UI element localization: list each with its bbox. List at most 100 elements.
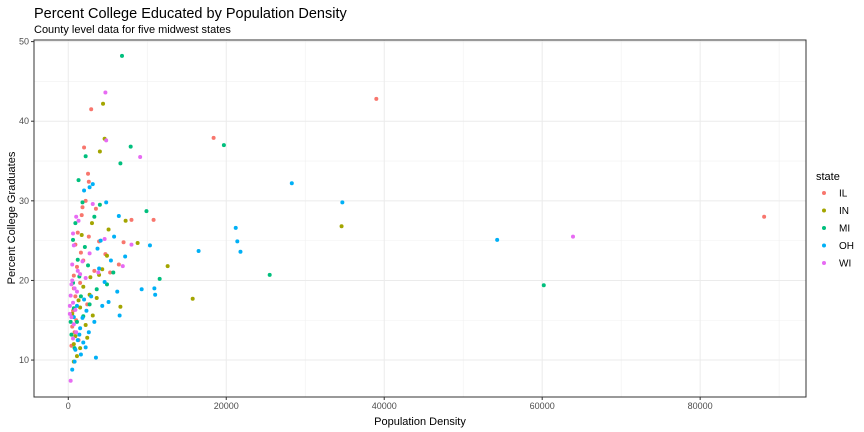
point-in [79,233,84,238]
point-il [73,294,78,299]
point-mi [80,200,85,205]
point-in [76,298,81,303]
point-il [78,280,83,285]
point-in [89,221,94,226]
point-il [74,264,79,269]
point-wi [69,282,74,287]
point-il [86,179,91,184]
point-mi [541,283,546,288]
point-mi [94,287,99,292]
point-wi [67,303,72,308]
point-in [100,267,105,272]
point-oh [106,299,111,304]
point-mi [119,53,124,58]
point-in [104,253,109,258]
plot-panel-border [33,39,807,398]
x-tick-label: 20000 [214,401,239,411]
point-mi [78,294,83,299]
point-mi [68,319,73,324]
point-in [90,313,95,318]
point-wi [120,264,125,269]
point-oh [112,234,117,239]
legend: state IL IN MI OH WI [816,171,854,270]
point-oh [116,213,121,218]
point-wi [71,243,76,248]
point-wi [87,251,92,256]
point-mi [69,332,74,337]
point-mi [111,270,116,275]
legend-label-mi: MI [839,224,850,235]
legend-key-il [822,191,826,195]
point-oh [87,185,92,190]
point-mi [71,237,76,242]
point-il [86,234,91,239]
point-in [101,101,106,106]
point-in [106,227,111,232]
point-oh [289,181,294,186]
point-oh [115,289,120,294]
point-in [81,284,86,289]
point-in [74,354,79,359]
point-oh [74,303,79,308]
point-oh [82,297,87,302]
point-oh [89,294,94,299]
point-mi [76,178,81,183]
point-oh [123,254,128,259]
point-wi [76,218,81,223]
point-oh [235,239,240,244]
point-wi [90,202,95,207]
y-tick-label: 20 [19,275,29,285]
point-oh [78,352,83,357]
point-wi [74,330,79,335]
point-mi [86,263,91,268]
point-oh [147,243,152,248]
point-mi [267,272,272,277]
point-in [165,264,170,269]
point-mi [83,154,88,159]
point-il [116,262,121,267]
point-wi [74,214,79,219]
point-oh [90,182,95,187]
point-oh [92,319,97,324]
point-oh [81,340,86,345]
point-mi [75,257,80,262]
point-il [75,230,80,235]
point-mi [82,245,87,250]
point-wi [71,322,76,327]
point-oh [196,248,201,253]
point-il [71,273,76,278]
point-mi [221,143,226,148]
point-mi [97,202,102,207]
point-il [762,214,767,219]
point-oh [84,308,89,313]
point-wi [80,259,85,264]
point-oh [139,287,144,292]
x-tick-label: 40000 [372,401,397,411]
point-oh [104,200,109,205]
point-il [78,250,83,255]
point-wi [68,293,73,298]
point-il [83,198,88,203]
point-mi [144,209,149,214]
point-oh [86,330,91,335]
point-in [78,346,83,351]
point-il [86,171,91,176]
point-il [151,217,156,222]
y-tick-label: 50 [19,37,29,47]
chart-title: Percent College Educated by Population D… [34,6,347,22]
legend-key-in [822,208,826,213]
point-il [129,217,134,222]
point-oh [238,249,243,254]
point-wi [67,311,72,316]
point-oh [97,266,102,271]
point-mi [128,144,133,149]
point-in [83,323,88,328]
point-oh [98,238,103,243]
y-tick-label: 40 [19,116,29,126]
point-wi [71,300,76,305]
legend-label-il: IL [839,189,848,200]
y-tick-label: 30 [19,196,29,206]
point-wi [129,242,134,247]
point-il [374,96,379,101]
point-in [88,275,93,280]
